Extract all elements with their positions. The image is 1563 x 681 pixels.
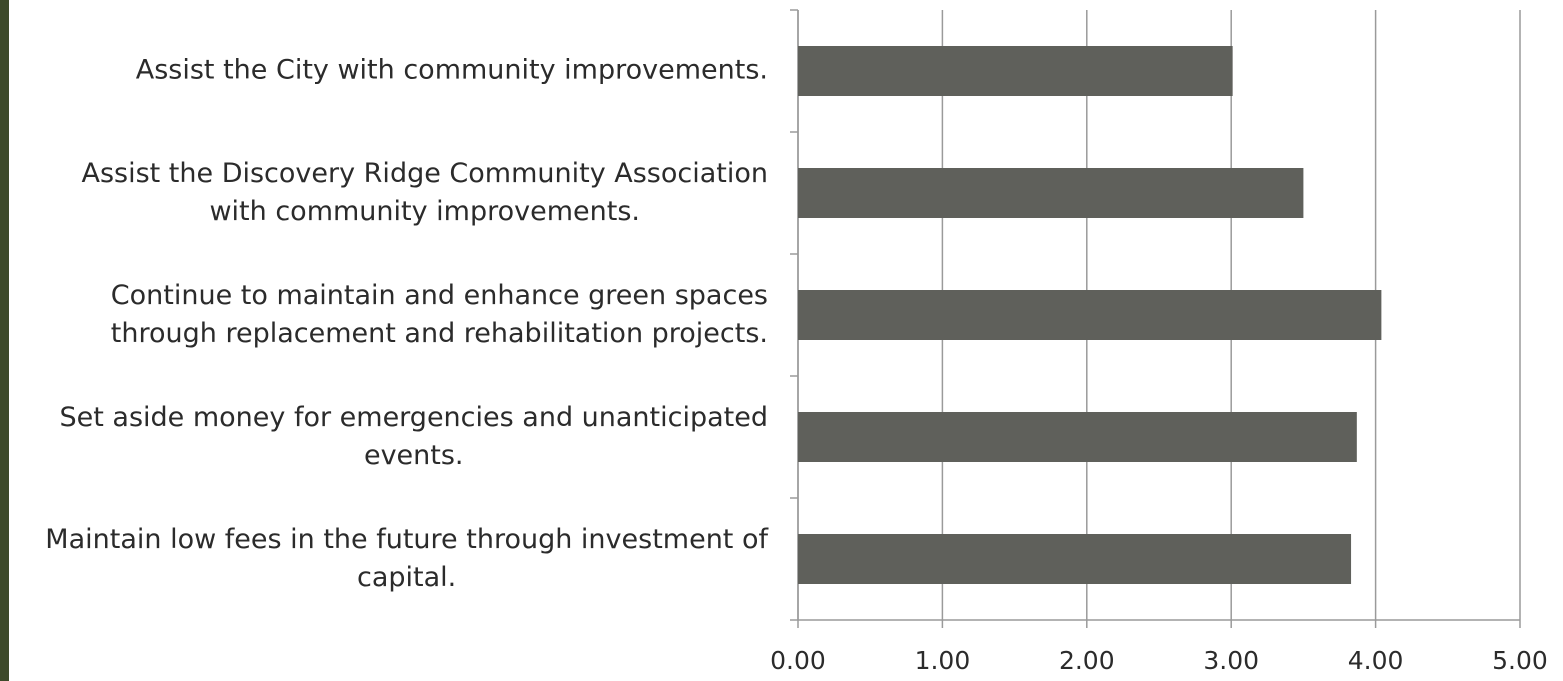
x-tick-label: 3.00 (1203, 646, 1259, 675)
y-tick-label: Maintain low fees in the future through … (45, 524, 769, 593)
x-tick-label: 0.00 (770, 646, 826, 675)
y-tick-label: Assist the City with community improveme… (136, 55, 768, 86)
y-tick-label: Assist the Discovery Ridge Community Ass… (81, 158, 768, 227)
bar (798, 290, 1382, 340)
y-tick-label: Set aside money for emergencies and unan… (59, 402, 768, 471)
bar (798, 46, 1233, 96)
x-tick-label: 1.00 (915, 646, 971, 675)
x-tick-label: 4.00 (1348, 646, 1404, 675)
bar (798, 168, 1304, 218)
y-tick-label: Continue to maintain and enhance green s… (111, 280, 768, 349)
bar (798, 412, 1357, 462)
x-tick-label: 5.00 (1492, 646, 1548, 675)
bar (798, 534, 1352, 584)
background-strip (0, 0, 9, 681)
x-tick-label: 2.00 (1059, 646, 1115, 675)
